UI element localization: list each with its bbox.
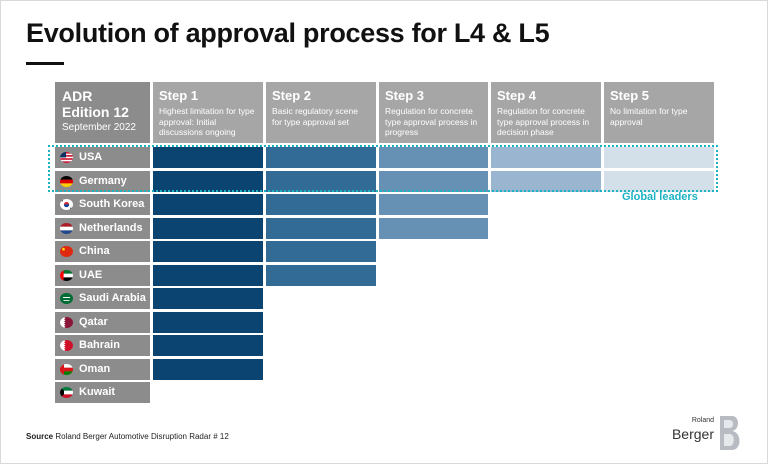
- step-header-5: Step 5 No limitation for type approval: [604, 82, 714, 143]
- bar-germany-step-5: [604, 171, 714, 192]
- china-flag-icon: [60, 246, 73, 257]
- country-name: Qatar: [79, 316, 108, 328]
- bar-oman-step-1: [153, 359, 263, 380]
- step-label: Step 3: [385, 88, 425, 103]
- country-label-germany: Germany: [55, 171, 150, 192]
- country-label-kuwait: Kuwait: [55, 382, 150, 403]
- bar-usa-step-5: [604, 147, 714, 168]
- country-label-usa: USA: [55, 147, 150, 168]
- logo-line-2: Berger: [671, 426, 714, 442]
- country-name: Oman: [79, 363, 111, 375]
- source-label: Source: [26, 432, 54, 441]
- edition-line-2: Edition 12: [62, 104, 129, 120]
- south-korea-flag-icon: [60, 199, 73, 210]
- step-description: Basic regulatory scene for type approval…: [272, 106, 358, 127]
- country-name: China: [79, 245, 110, 257]
- page-title: Evolution of approval process for L4 & L…: [26, 18, 550, 48]
- edition-line-1: ADR: [62, 88, 93, 104]
- edition-header: ADR Edition 12 September 2022: [55, 82, 150, 143]
- country-label-south-korea: South Korea: [55, 194, 150, 215]
- kuwait-flag-icon: [60, 387, 73, 398]
- bar-germany-step-1: [153, 171, 263, 192]
- country-name: Saudi Arabia: [79, 292, 146, 304]
- bahrain-flag-icon: [60, 340, 73, 351]
- country-name: USA: [79, 151, 103, 163]
- country-label-saudi-arabia: Saudi Arabia: [55, 288, 150, 309]
- step-description: Highest limitation for type approval: In…: [159, 106, 255, 137]
- country-name: Germany: [79, 175, 127, 187]
- country-name: Kuwait: [79, 386, 116, 398]
- b-logo-icon: [720, 416, 740, 450]
- germany-flag-icon: [60, 176, 73, 187]
- country-label-china: China: [55, 241, 150, 262]
- step-description: No limitation for type approval: [610, 106, 688, 127]
- bar-south-korea-step-2: [266, 194, 376, 215]
- country-label-uae: UAE: [55, 265, 150, 286]
- bar-china-step-2: [266, 241, 376, 262]
- bar-bahrain-step-1: [153, 335, 263, 356]
- bar-uae-step-1: [153, 265, 263, 286]
- step-label: Step 2: [272, 88, 312, 103]
- logo-line-1: Roland: [691, 417, 714, 424]
- saudi-arabia-flag-icon: [60, 293, 73, 304]
- bar-germany-step-3: [379, 171, 488, 192]
- step-label: Step 4: [497, 88, 537, 103]
- bar-germany-step-2: [266, 171, 376, 192]
- global-leaders-label: Global leaders: [622, 191, 698, 203]
- bar-saudi-arabia-step-1: [153, 288, 263, 309]
- country-label-qatar: Qatar: [55, 312, 150, 333]
- roland-berger-logo: Roland Berger: [672, 414, 744, 454]
- country-name: Netherlands: [79, 222, 143, 234]
- bar-china-step-1: [153, 241, 263, 262]
- step-description: Regulation for concrete type approval pr…: [497, 106, 590, 137]
- bar-south-korea-step-3: [379, 194, 488, 215]
- qatar-flag-icon: [60, 317, 73, 328]
- bar-netherlands-step-3: [379, 218, 488, 239]
- step-description: Regulation for concrete type approval pr…: [385, 106, 478, 137]
- source-note: Source Roland Berger Automotive Disrupti…: [26, 432, 229, 441]
- step-label: Step 1: [159, 88, 199, 103]
- step-header-3: Step 3 Regulation for concrete type appr…: [379, 82, 488, 143]
- bar-netherlands-step-2: [266, 218, 376, 239]
- step-header-2: Step 2 Basic regulatory scene for type a…: [266, 82, 376, 143]
- step-header-4: Step 4 Regulation for concrete type appr…: [491, 82, 601, 143]
- step-header-1: Step 1 Highest limitation for type appro…: [153, 82, 263, 143]
- uae-flag-icon: [60, 270, 73, 281]
- title-underline: [26, 62, 64, 65]
- bar-usa-step-4: [491, 147, 601, 168]
- bar-south-korea-step-1: [153, 194, 263, 215]
- bar-usa-step-3: [379, 147, 488, 168]
- netherlands-flag-icon: [60, 223, 73, 234]
- step-label: Step 5: [610, 88, 650, 103]
- country-name: Bahrain: [79, 339, 120, 351]
- bar-uae-step-2: [266, 265, 376, 286]
- country-label-oman: Oman: [55, 359, 150, 380]
- bar-usa-step-2: [266, 147, 376, 168]
- country-label-netherlands: Netherlands: [55, 218, 150, 239]
- bar-qatar-step-1: [153, 312, 263, 333]
- bar-usa-step-1: [153, 147, 263, 168]
- country-label-bahrain: Bahrain: [55, 335, 150, 356]
- country-name: UAE: [79, 269, 103, 281]
- source-text: Roland Berger Automotive Disruption Rada…: [55, 432, 229, 441]
- global-leaders-highlight: [48, 145, 718, 192]
- edition-line-3: September 2022: [62, 122, 136, 133]
- country-name: South Korea: [79, 198, 145, 210]
- oman-flag-icon: [60, 364, 73, 375]
- bar-germany-step-4: [491, 171, 601, 192]
- bar-netherlands-step-1: [153, 218, 263, 239]
- usa-flag-icon: [60, 152, 73, 163]
